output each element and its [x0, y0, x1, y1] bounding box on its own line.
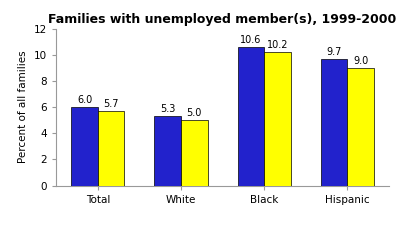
Bar: [71, 107, 98, 186]
Text: 9.7: 9.7: [326, 47, 342, 57]
Text: 6.0: 6.0: [77, 95, 92, 105]
Text: 10.2: 10.2: [267, 40, 288, 50]
Bar: [237, 47, 264, 186]
Bar: [321, 59, 347, 186]
Bar: [181, 120, 208, 186]
Bar: [347, 68, 374, 186]
Bar: [264, 52, 291, 186]
Bar: [98, 111, 124, 186]
Text: 5.0: 5.0: [186, 108, 202, 118]
Y-axis label: Percent of all families: Percent of all families: [18, 51, 28, 164]
Text: 10.6: 10.6: [240, 35, 261, 45]
Title: Families with unemployed member(s), 1999-2000: Families with unemployed member(s), 1999…: [49, 13, 397, 26]
Text: 5.7: 5.7: [103, 99, 119, 109]
Text: 5.3: 5.3: [160, 104, 175, 114]
Bar: [154, 116, 181, 186]
Text: 9.0: 9.0: [353, 56, 368, 66]
